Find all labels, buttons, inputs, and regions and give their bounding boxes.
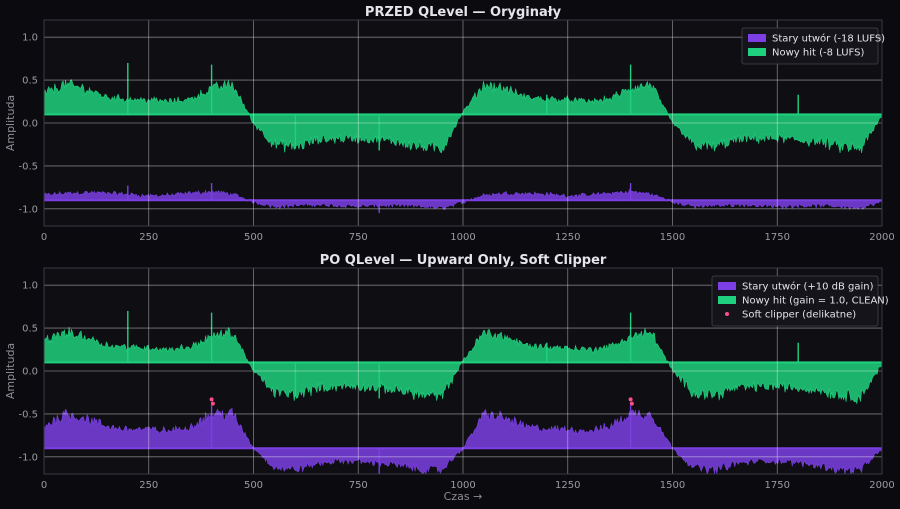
y-tick-label: 0.0 <box>22 119 38 130</box>
x-tick-label: 500 <box>244 480 263 491</box>
legend-swatch <box>718 282 736 290</box>
x-tick-label: 750 <box>349 480 368 491</box>
legend-swatch <box>748 48 766 56</box>
legend-swatch <box>718 296 736 304</box>
series-1 <box>43 62 883 154</box>
clip-marker <box>629 401 634 406</box>
clip-marker <box>210 401 215 406</box>
clip-marker <box>628 397 633 402</box>
legend-swatch <box>748 34 766 42</box>
x-tick-label: 1000 <box>450 480 475 491</box>
y-tick-label: 1.0 <box>22 33 38 44</box>
series-area <box>43 79 883 154</box>
y-tick-label: -0.5 <box>18 409 38 420</box>
x-tick-label: 250 <box>139 480 158 491</box>
x-tick-label: 1500 <box>660 480 685 491</box>
series-baseline <box>44 199 882 202</box>
series-baseline <box>44 447 882 450</box>
y-tick-label: -1.0 <box>18 204 38 215</box>
legend: Stary utwór (+10 dB gain) Nowy hit (gain … <box>711 275 889 327</box>
x-tick-label: 0 <box>41 480 47 491</box>
chart-title: PRZED QLevel — Oryginały <box>365 5 562 20</box>
legend-label: Soft clipper (delikatne) <box>742 310 856 321</box>
y-tick-label: 1.0 <box>22 281 38 292</box>
chart-title: PO QLevel — Upward Only, Soft Clipper <box>320 253 607 268</box>
series-area <box>43 326 883 405</box>
axes-frame <box>43 267 883 475</box>
y-tick-label: -1.0 <box>18 452 38 463</box>
x-tick-label: 1500 <box>660 232 685 243</box>
legend-marker <box>725 312 729 316</box>
panel-bottom: 0 250 500 750 1000 1250 1500 1750 2000 1.0 0.5 0.0 -… <box>4 253 895 503</box>
x-tick-label: 250 <box>139 232 158 243</box>
legend-box <box>741 27 879 65</box>
x-tick-label: 1750 <box>765 480 790 491</box>
x-tick-label: 2000 <box>869 232 894 243</box>
clip-marker <box>209 397 214 402</box>
x-tick-label: 1250 <box>555 232 580 243</box>
legend-label: Nowy hit (-8 LUFS) <box>772 48 864 59</box>
y-tick-label: -0.5 <box>18 161 38 172</box>
legend: Stary utwór (-18 LUFS) Nowy hit (-8 LUFS) <box>741 27 885 65</box>
series-0 <box>43 405 883 476</box>
y-tick-label: 0.5 <box>22 324 38 335</box>
x-tick-label: 1250 <box>555 480 580 491</box>
series-1 <box>43 310 883 405</box>
series-baseline <box>44 361 882 364</box>
x-tick-label: 0 <box>41 232 47 243</box>
legend-box <box>711 275 879 327</box>
x-tick-label: 1750 <box>765 232 790 243</box>
legend-label: Stary utwór (-18 LUFS) <box>772 33 885 45</box>
axes-frame <box>43 19 883 227</box>
panel-top: 0 250 500 750 1000 1250 1500 1750 2000 1.0 0.5 0.0 -… <box>4 5 895 243</box>
legend-label: Stary utwór (+10 dB gain) <box>742 281 874 293</box>
legend-label: Nowy hit (gain = 1.0, CLEAN) <box>742 296 889 307</box>
x-tick-label: 500 <box>244 232 263 243</box>
y-axis-label: Amplituda <box>4 343 17 399</box>
y-axis-label: Amplituda <box>4 95 17 151</box>
series-baseline <box>44 113 882 116</box>
x-tick-label: 2000 <box>869 480 894 491</box>
x-tick-label: 1000 <box>450 232 475 243</box>
x-tick-label: 750 <box>349 232 368 243</box>
y-tick-label: 0.0 <box>22 367 38 378</box>
series-0 <box>43 183 883 214</box>
y-tick-label: 0.5 <box>22 76 38 87</box>
x-axis-label: Czas → <box>444 490 483 503</box>
